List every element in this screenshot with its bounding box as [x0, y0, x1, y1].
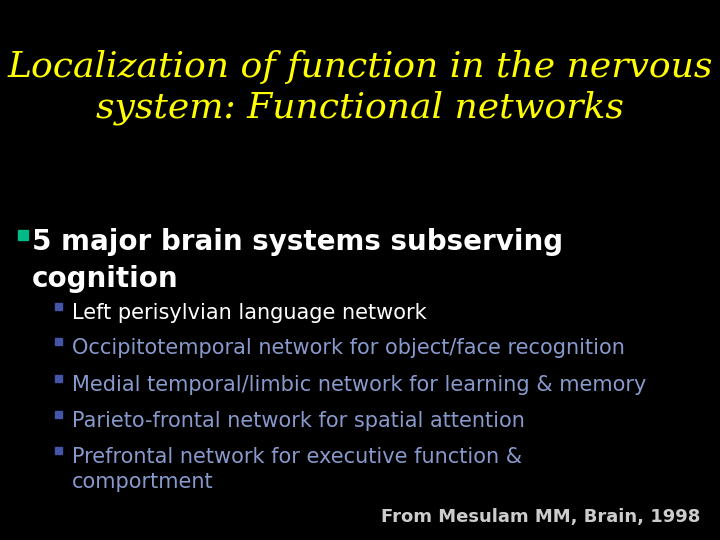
- Bar: [55, 303, 62, 310]
- Bar: [55, 447, 62, 454]
- Bar: [18, 230, 28, 240]
- Text: Occipitotemporal network for object/face recognition: Occipitotemporal network for object/face…: [72, 338, 625, 358]
- Text: Parieto-frontal network for spatial attention: Parieto-frontal network for spatial atte…: [72, 411, 525, 431]
- Text: Localization of function in the nervous
system: Functional networks: Localization of function in the nervous …: [7, 50, 713, 125]
- Bar: [55, 411, 62, 418]
- Text: Left perisylvian language network: Left perisylvian language network: [72, 303, 427, 323]
- Bar: [55, 338, 62, 345]
- Text: 5 major brain systems subserving
cognition: 5 major brain systems subserving cogniti…: [32, 228, 563, 293]
- Bar: [55, 375, 62, 382]
- Text: From Mesulam MM, Brain, 1998: From Mesulam MM, Brain, 1998: [381, 508, 700, 526]
- Text: Medial temporal/limbic network for learning & memory: Medial temporal/limbic network for learn…: [72, 375, 647, 395]
- Text: Prefrontal network for executive function &
comportment: Prefrontal network for executive functio…: [72, 447, 522, 492]
